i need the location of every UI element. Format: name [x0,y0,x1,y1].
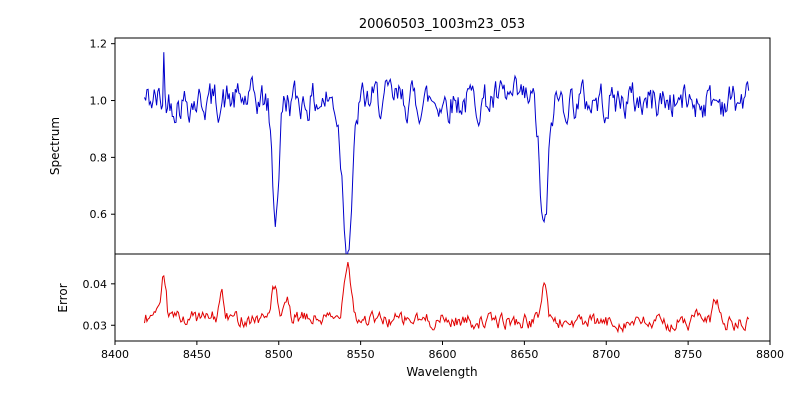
y-tick-label: 0.8 [90,151,108,164]
y-tick-label: 0.04 [83,278,108,291]
y-axis-label-error: Error [56,283,70,312]
x-tick-label: 8450 [183,348,211,361]
plot-root: 0.6 0.8 1.0 1.2 0.03 0.04 8400 8450 8500 8550 8600… [83,37,784,361]
axes-frame-error [114,253,771,342]
spectrum-line [144,52,750,254]
error-line [144,262,750,334]
y-tick-label: 0.03 [83,319,108,332]
y-tick-label: 0.6 [90,208,108,221]
x-tick-label: 8800 [756,348,784,361]
y-ticks-error: 0.03 0.04 [83,278,115,332]
x-tick-label: 8750 [674,348,702,361]
x-axis-label: Wavelength [406,365,477,379]
y-ticks-spectrum: 0.6 0.8 1.0 1.2 [90,38,115,221]
y-tick-label: 1.2 [90,38,108,51]
y-tick-label: 1.0 [90,95,108,108]
x-tick-label: 8500 [265,348,293,361]
x-ticks: 8400 8450 8500 8550 8600 8650 8700 8750 8800 [101,341,784,361]
x-tick-label: 8600 [429,348,457,361]
chart-title: 20060503_1003m23_053 [359,17,525,32]
x-tick-label: 8700 [592,348,620,361]
x-tick-label: 8400 [101,348,129,361]
x-tick-label: 8550 [347,348,375,361]
axes-frame-spectrum [114,37,771,255]
y-axis-label-spectrum: Spectrum [48,117,62,175]
x-tick-label: 8650 [510,348,538,361]
